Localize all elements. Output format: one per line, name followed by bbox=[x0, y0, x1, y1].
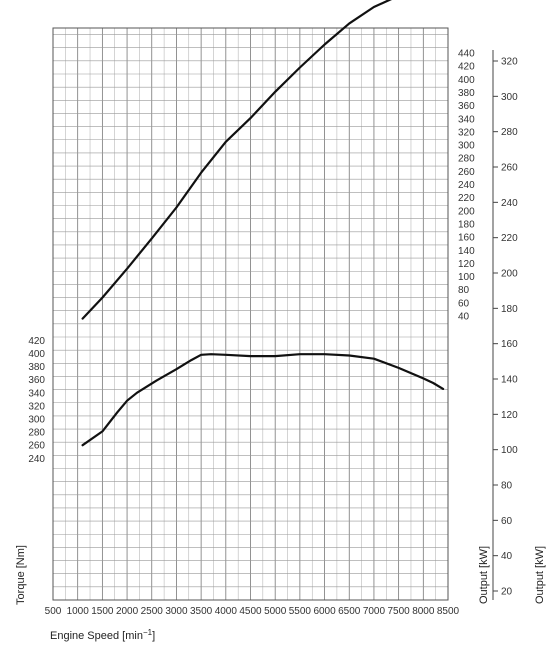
y-tick-label-output-outer: 260 bbox=[501, 163, 518, 174]
y-tick-label-output-inner: 400 bbox=[458, 75, 475, 86]
y-tick-label-output-outer: 40 bbox=[501, 551, 513, 562]
x-tick-label: 3000 bbox=[165, 606, 188, 617]
x-tick-label: 6000 bbox=[313, 606, 336, 617]
x-axis-title-superscript: −1 bbox=[143, 628, 153, 637]
y-tick-label-output-inner: 220 bbox=[458, 193, 475, 204]
y-axis-title-output-outer: Output [kW] bbox=[534, 546, 546, 604]
y-tick-label-output-inner: 240 bbox=[458, 180, 475, 191]
x-tick-label: 6500 bbox=[338, 606, 361, 617]
x-tick-label: 4000 bbox=[215, 606, 238, 617]
y-tick-label-output-outer: 320 bbox=[501, 57, 518, 68]
y-tick-label-torque: 240 bbox=[28, 454, 45, 465]
y-tick-label-torque: 360 bbox=[28, 375, 45, 386]
x-tick-label: 1500 bbox=[91, 606, 114, 617]
x-tick-label: 7000 bbox=[363, 606, 386, 617]
x-tick-label: 5000 bbox=[264, 606, 287, 617]
y-tick-label-torque: 340 bbox=[28, 388, 45, 399]
y-tick-label-output-inner: 200 bbox=[458, 206, 475, 217]
x-tick-label: 8500 bbox=[437, 606, 460, 617]
y-tick-label-output-inner: 420 bbox=[458, 62, 475, 73]
y-tick-label-output-inner: 440 bbox=[458, 49, 475, 60]
y-tick-label-torque: 300 bbox=[28, 415, 45, 426]
y-tick-label-output-outer: 200 bbox=[501, 269, 518, 280]
y-tick-label-output-inner: 80 bbox=[458, 285, 470, 296]
plot-frame bbox=[52, 27, 449, 601]
y-tick-label-output-inner: 40 bbox=[458, 312, 470, 323]
y-tick-label-output-inner: 160 bbox=[458, 233, 475, 244]
x-tick-label: 2500 bbox=[141, 606, 164, 617]
y-tick-label-output-outer: 60 bbox=[501, 516, 513, 527]
y-tick-label-output-outer: 220 bbox=[501, 233, 518, 244]
y-tick-label-torque: 280 bbox=[28, 428, 45, 439]
y-tick-label-output-inner: 260 bbox=[458, 167, 475, 178]
y-tick-label-output-outer: 180 bbox=[501, 304, 518, 315]
y-tick-label-output-inner: 320 bbox=[458, 127, 475, 138]
torque-curve bbox=[81, 353, 445, 447]
y-tick-label-output-inner: 280 bbox=[458, 154, 475, 165]
y-tick-label-output-inner: 140 bbox=[458, 246, 475, 257]
y-tick-label-output-outer: 160 bbox=[501, 339, 518, 350]
grid bbox=[52, 28, 449, 601]
y-tick-label-output-outer: 100 bbox=[501, 445, 518, 456]
y-tick-label-output-outer: 300 bbox=[501, 92, 518, 103]
y-axis-title-torque: Torque [Nm] bbox=[15, 545, 27, 605]
y-tick-label-output-inner: 120 bbox=[458, 259, 475, 270]
x-tick-label: 4500 bbox=[239, 606, 262, 617]
y-tick-label-output-outer: 240 bbox=[501, 198, 518, 209]
x-tick-label: 500 bbox=[45, 606, 62, 617]
y-tick-label-torque: 260 bbox=[28, 441, 45, 452]
y-tick-label-output-outer: 120 bbox=[501, 410, 518, 421]
x-axis-title-close: ] bbox=[152, 630, 155, 642]
y-tick-label-output-inner: 300 bbox=[458, 141, 475, 152]
x-tick-label: 3500 bbox=[190, 606, 213, 617]
x-tick-label: 5500 bbox=[289, 606, 312, 617]
y-tick-label-output-outer: 20 bbox=[501, 587, 513, 598]
y-tick-label-output-inner: 340 bbox=[458, 114, 475, 125]
series-lines bbox=[81, 0, 445, 447]
y-tick-label-torque: 420 bbox=[28, 336, 45, 347]
x-tick-label: 2000 bbox=[116, 606, 139, 617]
y-tick-label-output-outer: 280 bbox=[501, 127, 518, 138]
x-axis-title-base: Engine Speed [min bbox=[50, 630, 143, 642]
y-tick-label-output-outer: 80 bbox=[501, 481, 513, 492]
x-tick-label: 7500 bbox=[388, 606, 411, 617]
tick-labels: 500 1000 1500 2000 2500 3000 3500 4000 4500 5000 5… bbox=[28, 49, 518, 618]
x-tick-label: 1000 bbox=[67, 606, 90, 617]
y-tick-label-output-inner: 380 bbox=[458, 88, 475, 99]
y-axis-title-output-inner: Output [kW] bbox=[478, 546, 490, 604]
axes bbox=[52, 27, 498, 601]
y-tick-label-torque: 400 bbox=[28, 349, 45, 360]
output-curve bbox=[81, 0, 393, 320]
y-tick-label-torque: 380 bbox=[28, 362, 45, 373]
y-tick-label-output-inner: 60 bbox=[458, 298, 470, 309]
x-tick-label: 8000 bbox=[412, 606, 435, 617]
x-axis-title: Engine Speed [min−1] bbox=[50, 628, 155, 642]
y-tick-label-output-inner: 360 bbox=[458, 101, 475, 112]
y-tick-label-output-inner: 180 bbox=[458, 219, 475, 230]
y-tick-label-output-outer: 140 bbox=[501, 375, 518, 386]
y-tick-label-output-inner: 100 bbox=[458, 272, 475, 283]
y-tick-label-torque: 320 bbox=[28, 401, 45, 412]
